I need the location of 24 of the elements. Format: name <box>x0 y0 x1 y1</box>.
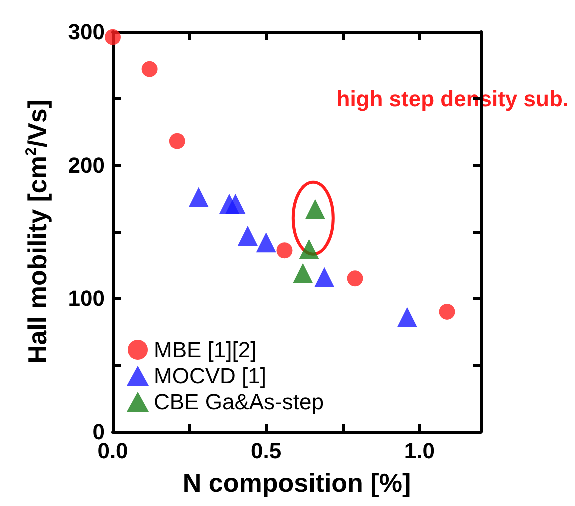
point <box>256 232 276 253</box>
x-tick-label: 0.5 <box>251 438 282 464</box>
point <box>238 226 258 246</box>
x-axis-title: N composition [%] <box>182 468 412 498</box>
x-tick-label: 1.0 <box>404 438 435 464</box>
point <box>299 239 320 260</box>
point <box>439 304 456 320</box>
y-axis-title: Hall mobility [cm2/Vs] <box>22 100 52 364</box>
y-tick-label: 300 <box>68 20 105 44</box>
legend-label: CBE Ga&As-step <box>154 390 324 414</box>
point <box>169 133 186 150</box>
point <box>293 263 314 284</box>
point <box>347 270 364 287</box>
legend-label: MOCVD [1] <box>154 364 266 388</box>
point <box>226 194 246 214</box>
y-tick-label: 200 <box>68 152 105 178</box>
legend-label: MBE [1][2] <box>154 338 257 362</box>
point <box>314 267 335 288</box>
point <box>276 242 293 259</box>
point <box>397 307 418 328</box>
point <box>105 29 121 46</box>
point <box>142 61 158 78</box>
y-tick-label: 100 <box>68 286 105 312</box>
point <box>188 187 209 208</box>
